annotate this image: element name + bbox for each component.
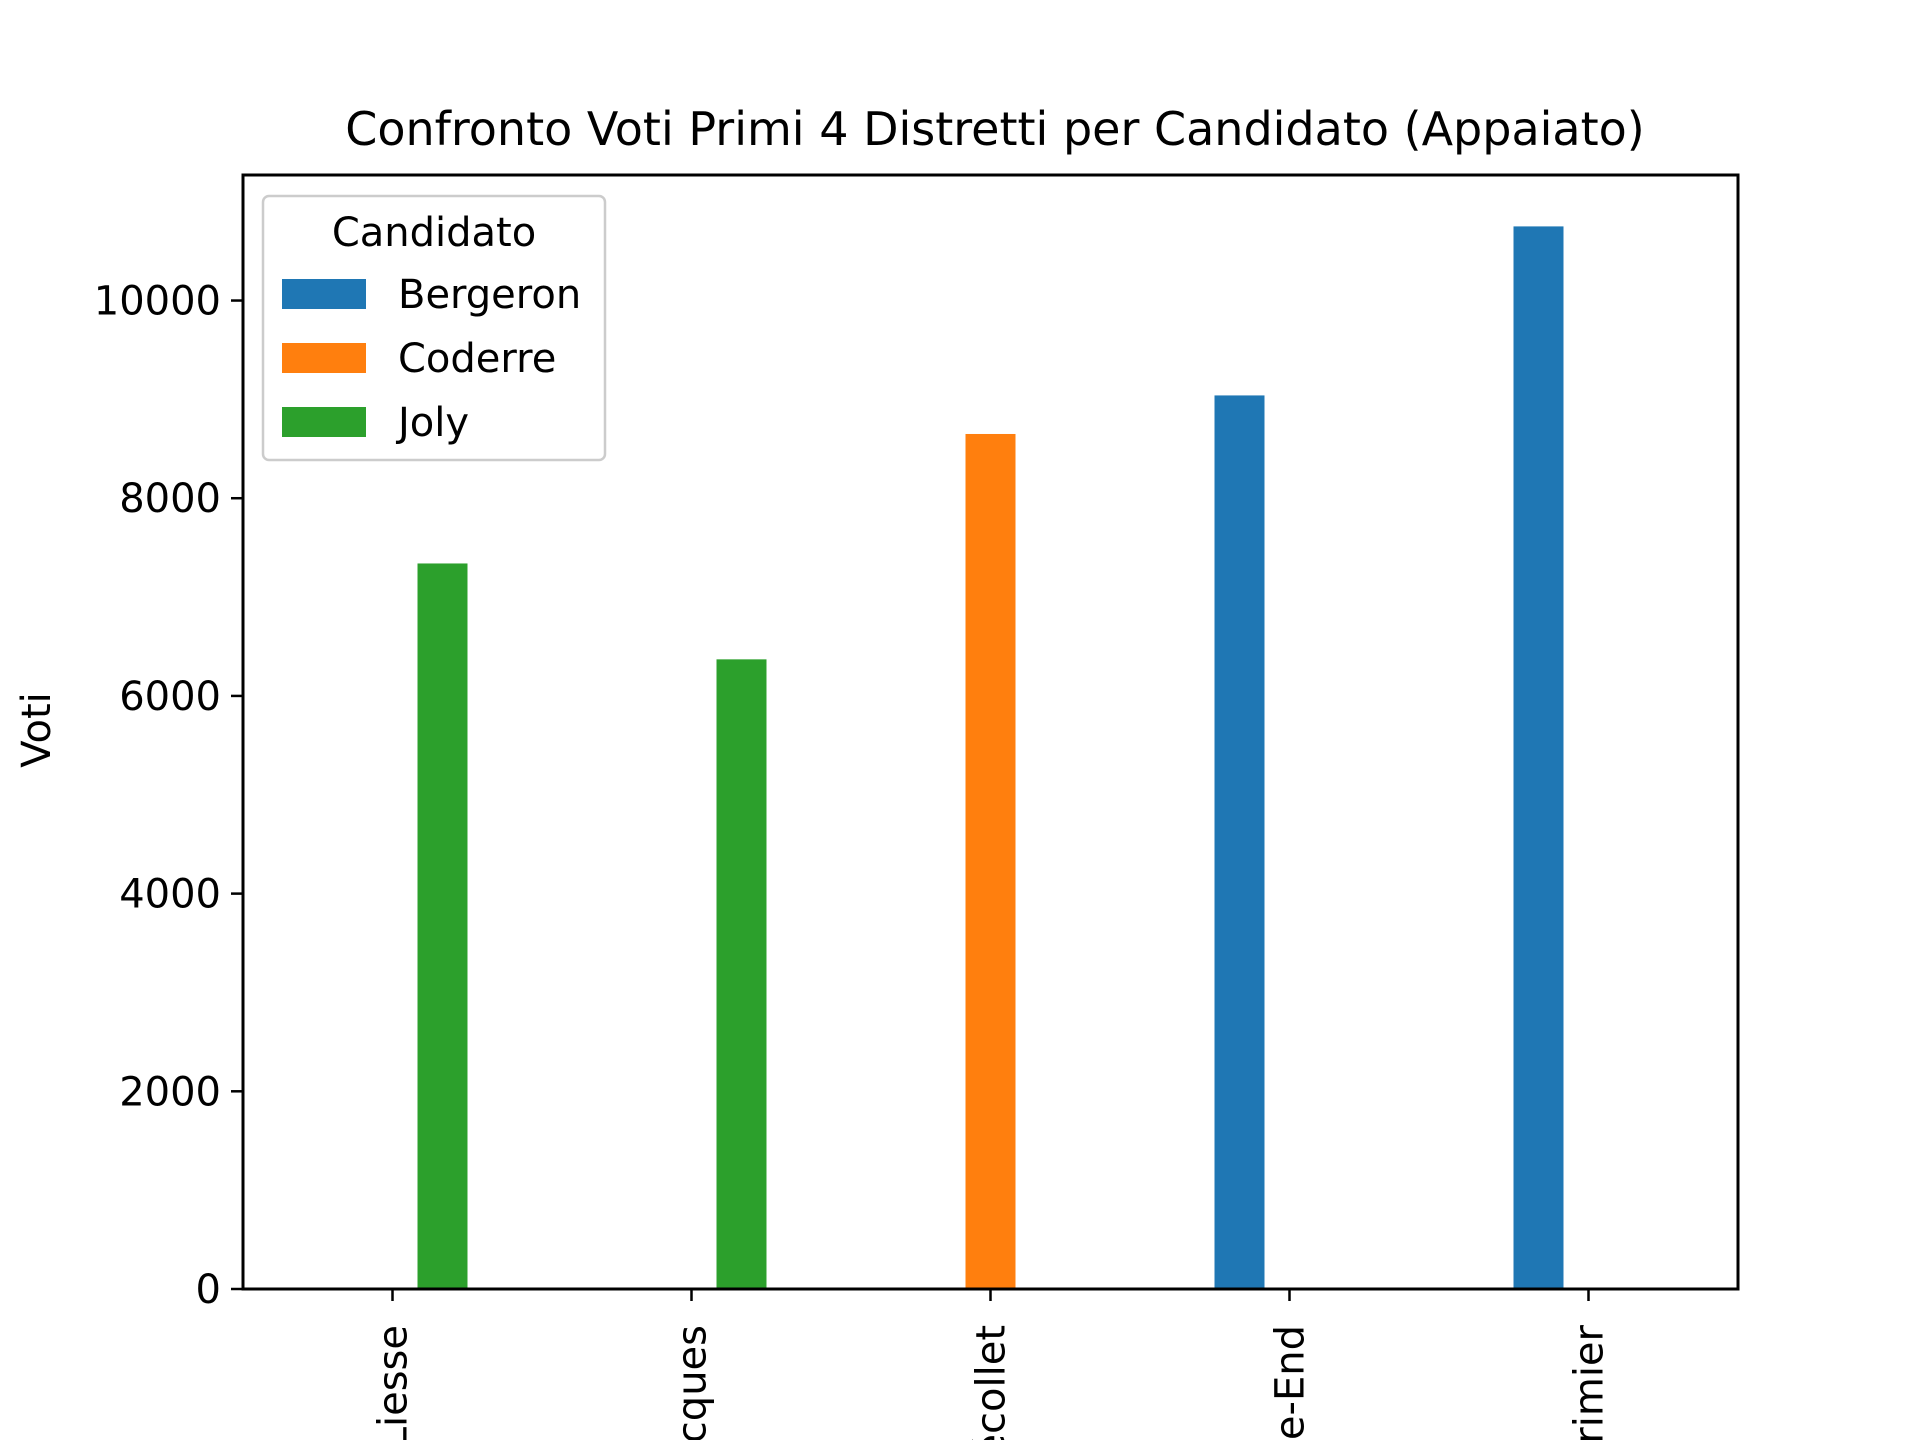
legend-swatch-joly [282, 407, 366, 437]
chart-title: Confronto Voti Primi 4 Distretti per Can… [345, 102, 1644, 156]
bar-bergeron-4 [1513, 226, 1564, 1290]
y-tick-label: 6000 [119, 674, 221, 720]
x-tick-label: e-End [1268, 1325, 1314, 1440]
bars-group [417, 226, 1564, 1290]
x-axis: Liesse cques écollet e-End rimier [371, 1289, 1613, 1440]
y-axis: 0 2000 4000 6000 8000 10000 [94, 279, 243, 1313]
y-tick-label: 8000 [119, 476, 221, 522]
legend-title: Candidato [332, 210, 536, 256]
legend: Candidato Bergeron Coderre Joly [261, 194, 607, 462]
bar-coderre-2 [965, 433, 1016, 1290]
y-tick-label: 4000 [119, 872, 221, 918]
y-tick-label: 2000 [119, 1069, 221, 1115]
x-tick-label: écollet [969, 1325, 1015, 1440]
legend-swatch-bergeron [282, 279, 366, 309]
bar-joly-0 [417, 563, 468, 1289]
plot-frame [241, 173, 1740, 1291]
bar-bergeron-3 [1214, 395, 1265, 1289]
legend-label-bergeron: Bergeron [398, 272, 581, 318]
y-axis-label: Voti [14, 692, 60, 768]
legend-label-joly: Joly [395, 400, 469, 446]
x-tick-label: rimier [1567, 1324, 1613, 1440]
legend-swatch-coderre [282, 343, 366, 373]
x-tick-label: Liesse [371, 1325, 417, 1440]
y-tick-label: 0 [196, 1267, 221, 1313]
y-tick-label: 10000 [94, 279, 221, 325]
legend-label-coderre: Coderre [398, 336, 556, 382]
legend-box [261, 194, 607, 462]
x-tick-label: cques [670, 1325, 716, 1440]
bar-joly-1 [716, 659, 767, 1289]
